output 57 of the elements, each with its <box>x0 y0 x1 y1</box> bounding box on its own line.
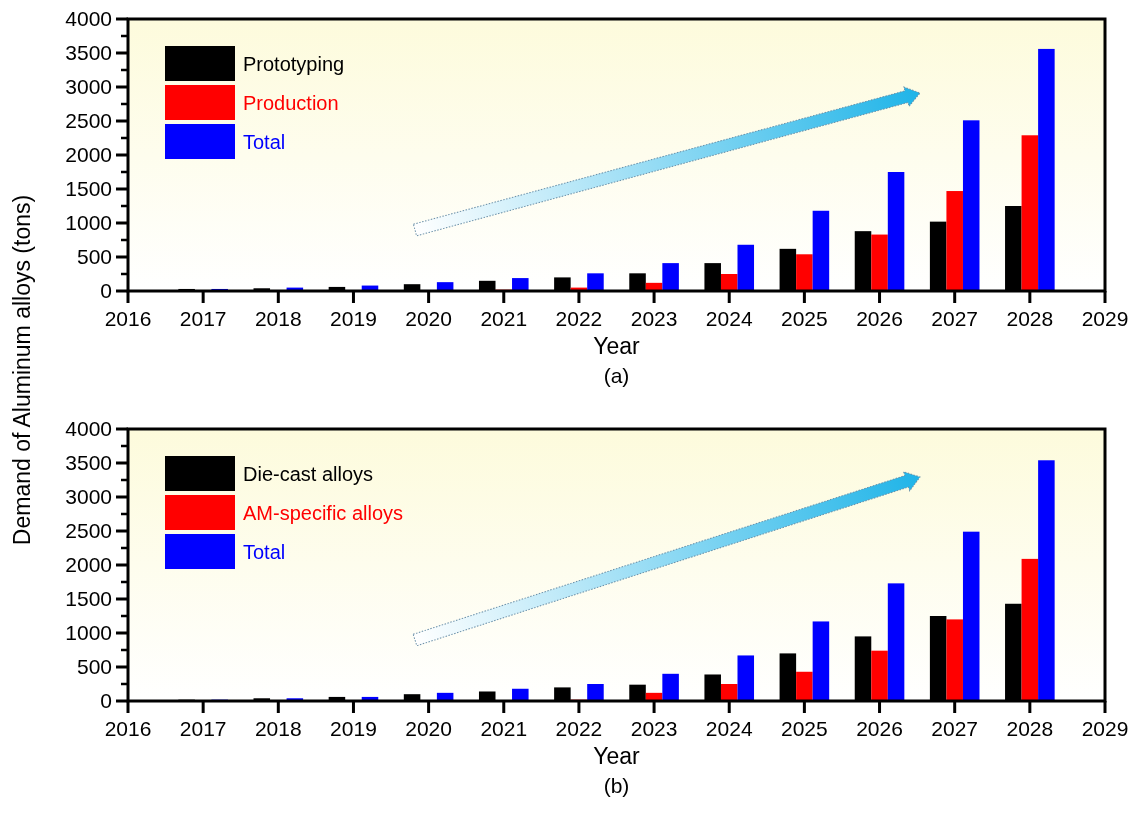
x-tick-label: 2024 <box>705 307 753 330</box>
legend-label: Die-cast alloys <box>243 463 374 485</box>
y-tick-label: 3000 <box>65 75 112 99</box>
x-tick-label: 2019 <box>330 717 377 740</box>
x-tick-label: 2022 <box>555 307 603 330</box>
y-tick-label: 0 <box>100 689 112 713</box>
x-tick-label: 2023 <box>630 307 678 330</box>
x-tick-label: 2026 <box>856 307 903 330</box>
x-tick-label: 2020 <box>405 717 452 740</box>
x-tick-label: 2018 <box>254 307 302 330</box>
x-tick-label: 2016 <box>104 717 152 740</box>
x-tick-label: 2021 <box>480 307 528 330</box>
x-tick-label: 2027 <box>931 717 979 740</box>
x-tick-label: 2016 <box>104 307 152 330</box>
y-tick-label: 4000 <box>65 7 112 31</box>
x-tick-label: 2025 <box>781 307 828 330</box>
x-tick-label: 2019 <box>330 307 377 330</box>
y-tick-label: 4000 <box>65 417 112 441</box>
x-axis-title: Year <box>593 333 641 359</box>
x-tick-label: 2017 <box>179 717 227 740</box>
y-tick-label: 3000 <box>65 485 112 509</box>
legend-label: AM-specific alloys <box>243 502 404 524</box>
y-tick-label: 1500 <box>65 177 112 201</box>
x-tick-label: 2022 <box>555 717 603 740</box>
x-tick-label: 2021 <box>480 717 528 740</box>
x-tick-label: 2020 <box>405 307 452 330</box>
legend-label: Prototyping <box>243 53 345 75</box>
x-tick-label: 2028 <box>1006 717 1054 740</box>
x-tick-label: 2025 <box>781 717 828 740</box>
x-tick-label: 2028 <box>1006 307 1054 330</box>
x-tick-label: 2017 <box>179 307 227 330</box>
y-tick-label: 2500 <box>65 519 112 543</box>
x-axis-title: Year <box>593 743 641 769</box>
legend-label: Total <box>243 131 286 153</box>
y-tick-label: 1000 <box>65 211 112 235</box>
y-tick-label: 2500 <box>65 109 112 133</box>
y-tick-label: 3500 <box>65 41 112 65</box>
x-tick-label: 2024 <box>705 717 753 740</box>
x-tick-label: 2029 <box>1081 717 1129 740</box>
y-tick-label: 0 <box>100 279 112 303</box>
x-tick-label: 2029 <box>1081 307 1129 330</box>
x-tick-label: 2018 <box>254 717 302 740</box>
legend-label: Total <box>243 541 286 563</box>
y-tick-label: 1500 <box>65 587 112 611</box>
y-axis-title: Demand of Aluminum alloys (tons) <box>9 194 35 546</box>
y-tick-label: 500 <box>76 655 112 679</box>
y-tick-label: 3500 <box>65 451 112 475</box>
y-tick-label: 2000 <box>65 143 112 167</box>
y-tick-label: 1000 <box>65 621 112 645</box>
y-tick-label: 500 <box>76 245 112 269</box>
text: (a) <box>603 364 630 387</box>
x-tick-label: 2026 <box>856 717 903 740</box>
legend-label: Production <box>243 92 339 114</box>
x-tick-label: 2027 <box>931 307 979 330</box>
x-tick-label: 2023 <box>630 717 678 740</box>
y-tick-label: 2000 <box>65 553 112 577</box>
text: (b) <box>603 774 630 797</box>
